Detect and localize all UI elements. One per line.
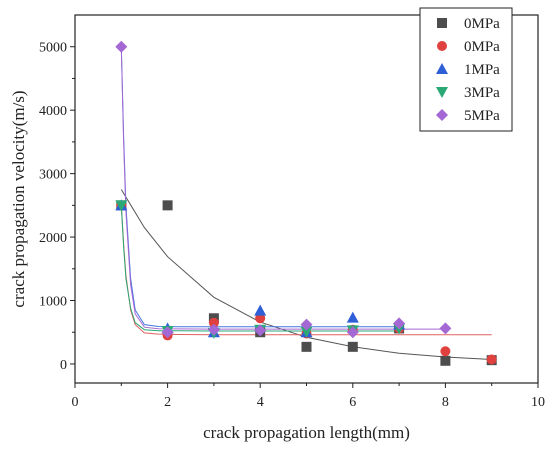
legend-label: 5MPa — [464, 108, 500, 124]
fit-curve-series-3 — [120, 205, 400, 332]
data-point — [162, 200, 173, 211]
data-point — [440, 355, 451, 366]
fit-curves — [120, 46, 492, 360]
x-tick-label: 0 — [72, 395, 79, 410]
x-tick-label: 10 — [531, 395, 545, 410]
legend-entry: 0MPa — [437, 16, 500, 32]
data-point — [254, 324, 267, 337]
y-tick-label: 0 — [60, 358, 67, 373]
legend-entry: 0MPa — [437, 39, 500, 55]
data-point — [161, 326, 174, 339]
legend-entry: 1MPa — [436, 62, 500, 78]
data-point — [486, 354, 497, 365]
data-point — [255, 313, 266, 324]
y-tick-label: 1000 — [39, 295, 67, 310]
x-axis-title: crack propagation length(mm) — [203, 423, 410, 442]
legend-entry: 5MPa — [436, 108, 500, 124]
data-point — [393, 317, 406, 330]
data-point — [439, 322, 452, 335]
data-point — [346, 311, 359, 323]
legend: 0MPa 0MPa 1MPa 3MPa 5MPa — [419, 7, 513, 132]
x-tick-label: 6 — [349, 395, 356, 410]
y-tick-label: 3000 — [39, 168, 67, 183]
legend-marker — [436, 87, 448, 98]
legend-marker — [436, 63, 448, 74]
legend-label: 3MPa — [464, 85, 500, 101]
data-point — [207, 323, 220, 336]
x-tick-label: 4 — [257, 395, 264, 410]
legend-label: 1MPa — [464, 62, 500, 78]
legend-label: 0MPa — [464, 39, 500, 55]
data-point — [301, 341, 312, 352]
y-tick-label: 4000 — [39, 104, 67, 119]
y-tick-label: 5000 — [39, 41, 67, 56]
legend-box — [419, 7, 513, 132]
data-point — [440, 346, 451, 357]
y-axis-title: crack propagation velocity(m/s) — [9, 90, 28, 307]
data-point — [300, 326, 313, 338]
y-axis-ticks: 0 1000 2000 3000 4000 5000 — [39, 41, 75, 373]
x-tick-label: 2 — [164, 395, 171, 410]
x-tick-label: 8 — [442, 395, 449, 410]
legend-marker — [436, 109, 448, 121]
data-point — [208, 317, 219, 328]
data-point — [254, 304, 267, 316]
x-axis-ticks: 0 2 4 6 8 10 — [72, 383, 545, 410]
data-point — [300, 318, 313, 331]
data-point — [115, 40, 128, 53]
fit-curve-series-0 — [120, 189, 492, 360]
data-point — [346, 326, 359, 339]
legend-entry: 3MPa — [436, 85, 500, 101]
legend-marker — [437, 41, 447, 51]
legend-label: 0MPa — [464, 16, 500, 32]
y-tick-label: 2000 — [39, 231, 67, 246]
legend-marker — [437, 18, 447, 28]
fit-curve-series-4 — [120, 46, 446, 330]
data-points — [115, 40, 497, 366]
data-point — [347, 341, 358, 352]
data-point — [115, 200, 128, 212]
series-4-points — [115, 40, 452, 339]
